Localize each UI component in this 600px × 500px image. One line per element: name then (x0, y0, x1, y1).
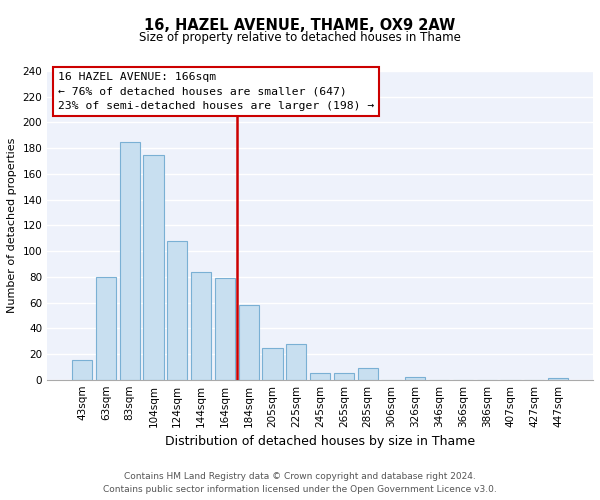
Bar (167, 241, 187, 380)
Bar (143, 154, 164, 380)
Bar (96, 277, 116, 380)
Y-axis label: Number of detached properties: Number of detached properties (7, 138, 17, 313)
Text: Contains HM Land Registry data © Crown copyright and database right 2024.
Contai: Contains HM Land Registry data © Crown c… (103, 472, 497, 494)
Text: 16, HAZEL AVENUE, THAME, OX9 2AW: 16, HAZEL AVENUE, THAME, OX9 2AW (145, 18, 455, 32)
Bar (239, 305, 259, 380)
Bar (548, 378, 568, 380)
Bar (215, 278, 235, 380)
Bar (262, 348, 283, 380)
Bar (334, 374, 354, 380)
Bar (191, 272, 211, 380)
Bar (358, 368, 378, 380)
Bar (72, 360, 92, 380)
X-axis label: Distribution of detached houses by size in Thame: Distribution of detached houses by size … (165, 435, 475, 448)
Bar (119, 142, 140, 380)
Bar (286, 344, 307, 380)
Bar (310, 374, 330, 380)
Text: 16 HAZEL AVENUE: 166sqm
← 76% of detached houses are smaller (647)
23% of semi-d: 16 HAZEL AVENUE: 166sqm ← 76% of detache… (58, 72, 374, 112)
Text: Size of property relative to detached houses in Thame: Size of property relative to detached ho… (139, 31, 461, 44)
Bar (405, 377, 425, 380)
